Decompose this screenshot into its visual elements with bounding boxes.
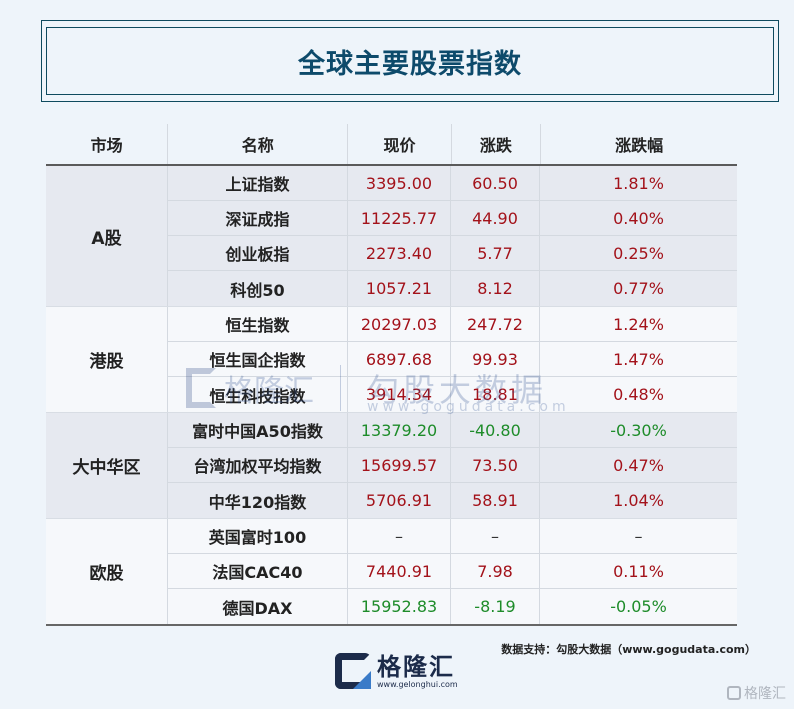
index-price: 20297.03 [348,307,451,341]
table-row: 德国DAX 15952.83 -8.19 -0.05% [168,589,737,624]
index-pct: 0.11% [613,561,664,581]
table-row: 台湾加权平均指数 15699.57 73.50 0.47% [168,448,737,483]
index-name: 上证指数 [168,166,348,200]
index-change: 73.50 [451,448,540,482]
index-change: -8.19 [451,589,540,624]
index-pct: 0.48% [613,385,664,404]
index-change: -40.80 [451,413,540,447]
header-pct: 涨跌幅 [615,136,664,155]
index-name: 英国富时100 [168,519,348,553]
index-price: 6897.68 [348,342,451,376]
index-name: 恒生科技指数 [168,377,348,412]
title-banner-inner: 全球主要股票指数 [46,27,774,95]
index-name: 富时中国A50指数 [168,413,348,447]
index-change: 44.90 [451,201,540,235]
table-row: 科创50 1057.21 8.12 0.77% [168,271,737,306]
table-row: 恒生国企指数 6897.68 99.93 1.47% [168,342,737,377]
index-price: 5706.91 [348,483,451,518]
index-change: 18.81 [451,377,540,412]
market-group-hk: 港股 恒生指数 20297.03 247.72 1.24% 恒生国企指数 689… [46,307,737,413]
index-price: 2273.40 [348,236,451,270]
market-group-europe: 欧股 英国富时100 – – – 法国CAC40 7440.91 7.98 0.… [46,519,737,624]
corner-watermark: 格隆汇 [727,683,786,703]
index-pct: 0.47% [613,455,664,475]
index-name: 中华120指数 [168,483,348,518]
index-name: 恒生国企指数 [168,342,348,376]
table-header: 市场 名称 现价 涨跌 涨跌幅 [46,124,737,166]
table-row: 上证指数 3395.00 60.50 1.81% [168,166,737,201]
index-price: 13379.20 [348,413,451,447]
index-change: 58.91 [451,483,540,518]
market-label: 欧股 [46,519,168,624]
table-row: 富时中国A50指数 13379.20 -40.80 -0.30% [168,413,737,448]
corner-watermark-text: 格隆汇 [744,686,786,702]
brand-logo: 格隆汇 www.gelonghui.com [335,653,458,689]
index-price: 11225.77 [348,201,451,235]
table-row: 英国富时100 – – – [168,519,737,554]
table-row: 恒生科技指数 3914.34 18.81 0.48% [168,377,737,412]
index-pct: 1.04% [613,491,664,510]
table-bottom-rule [46,624,737,626]
market-label: 大中华区 [46,413,168,518]
data-source-note: 数据支持：勾股大数据（www.gogudata.com） [501,643,756,656]
gelonghui-logo-icon [335,653,371,689]
index-price: – [348,519,451,553]
index-name: 科创50 [168,271,348,306]
page-title: 全球主要股票指数 [298,48,522,80]
index-price: 15952.83 [348,589,451,624]
index-price: 7440.91 [348,554,451,588]
index-name: 恒生指数 [168,307,348,341]
index-pct: 0.25% [613,243,664,263]
market-label: 港股 [46,307,168,412]
logo-url: www.gelonghui.com [377,679,458,689]
header-market: 市场 [46,124,169,164]
table-row: 恒生指数 20297.03 247.72 1.24% [168,307,737,342]
index-change: 247.72 [451,307,540,341]
table-row: 深证成指 11225.77 44.90 0.40% [168,201,737,236]
index-name: 深证成指 [168,201,348,235]
table-row: 中华120指数 5706.91 58.91 1.04% [168,483,737,518]
index-name: 台湾加权平均指数 [168,448,348,482]
index-pct: 0.40% [613,208,664,228]
title-banner: 全球主要股票指数 [41,20,779,102]
index-name: 创业板指 [168,236,348,270]
index-pct: 1.81% [613,173,664,193]
index-name: 法国CAC40 [168,554,348,588]
market-group-a-shares: A股 上证指数 3395.00 60.50 1.81% 深证成指 11225.7… [46,166,737,307]
index-name: 德国DAX [168,589,348,624]
index-pct: – [634,526,643,546]
index-price: 15699.57 [348,448,451,482]
market-group-greater-china: 大中华区 富时中国A50指数 13379.20 -40.80 -0.30% 台湾… [46,413,737,519]
index-pct: 0.77% [613,279,664,298]
corner-logo-icon [727,686,741,700]
index-pct: -0.05% [610,597,667,616]
index-table: 市场 名称 现价 涨跌 涨跌幅 A股 上证指数 3395.00 60.50 1.… [46,124,737,626]
index-change: 60.50 [451,166,540,200]
index-price: 3395.00 [348,166,451,200]
header-change: 涨跌 [452,124,542,164]
index-change: – [451,519,540,553]
index-change: 7.98 [451,554,540,588]
index-pct: 1.24% [613,314,664,334]
index-change: 5.77 [451,236,540,270]
index-price: 1057.21 [348,271,451,306]
header-name: 名称 [168,124,349,164]
table-row: 创业板指 2273.40 5.77 0.25% [168,236,737,271]
index-change: 99.93 [451,342,540,376]
index-change: 8.12 [451,271,540,306]
index-price: 3914.34 [348,377,451,412]
header-price: 现价 [348,124,452,164]
index-pct: 1.47% [613,349,664,369]
table-row: 法国CAC40 7440.91 7.98 0.11% [168,554,737,589]
market-label: A股 [46,166,168,306]
logo-name: 格隆汇 [377,652,455,681]
index-pct: -0.30% [610,420,667,440]
